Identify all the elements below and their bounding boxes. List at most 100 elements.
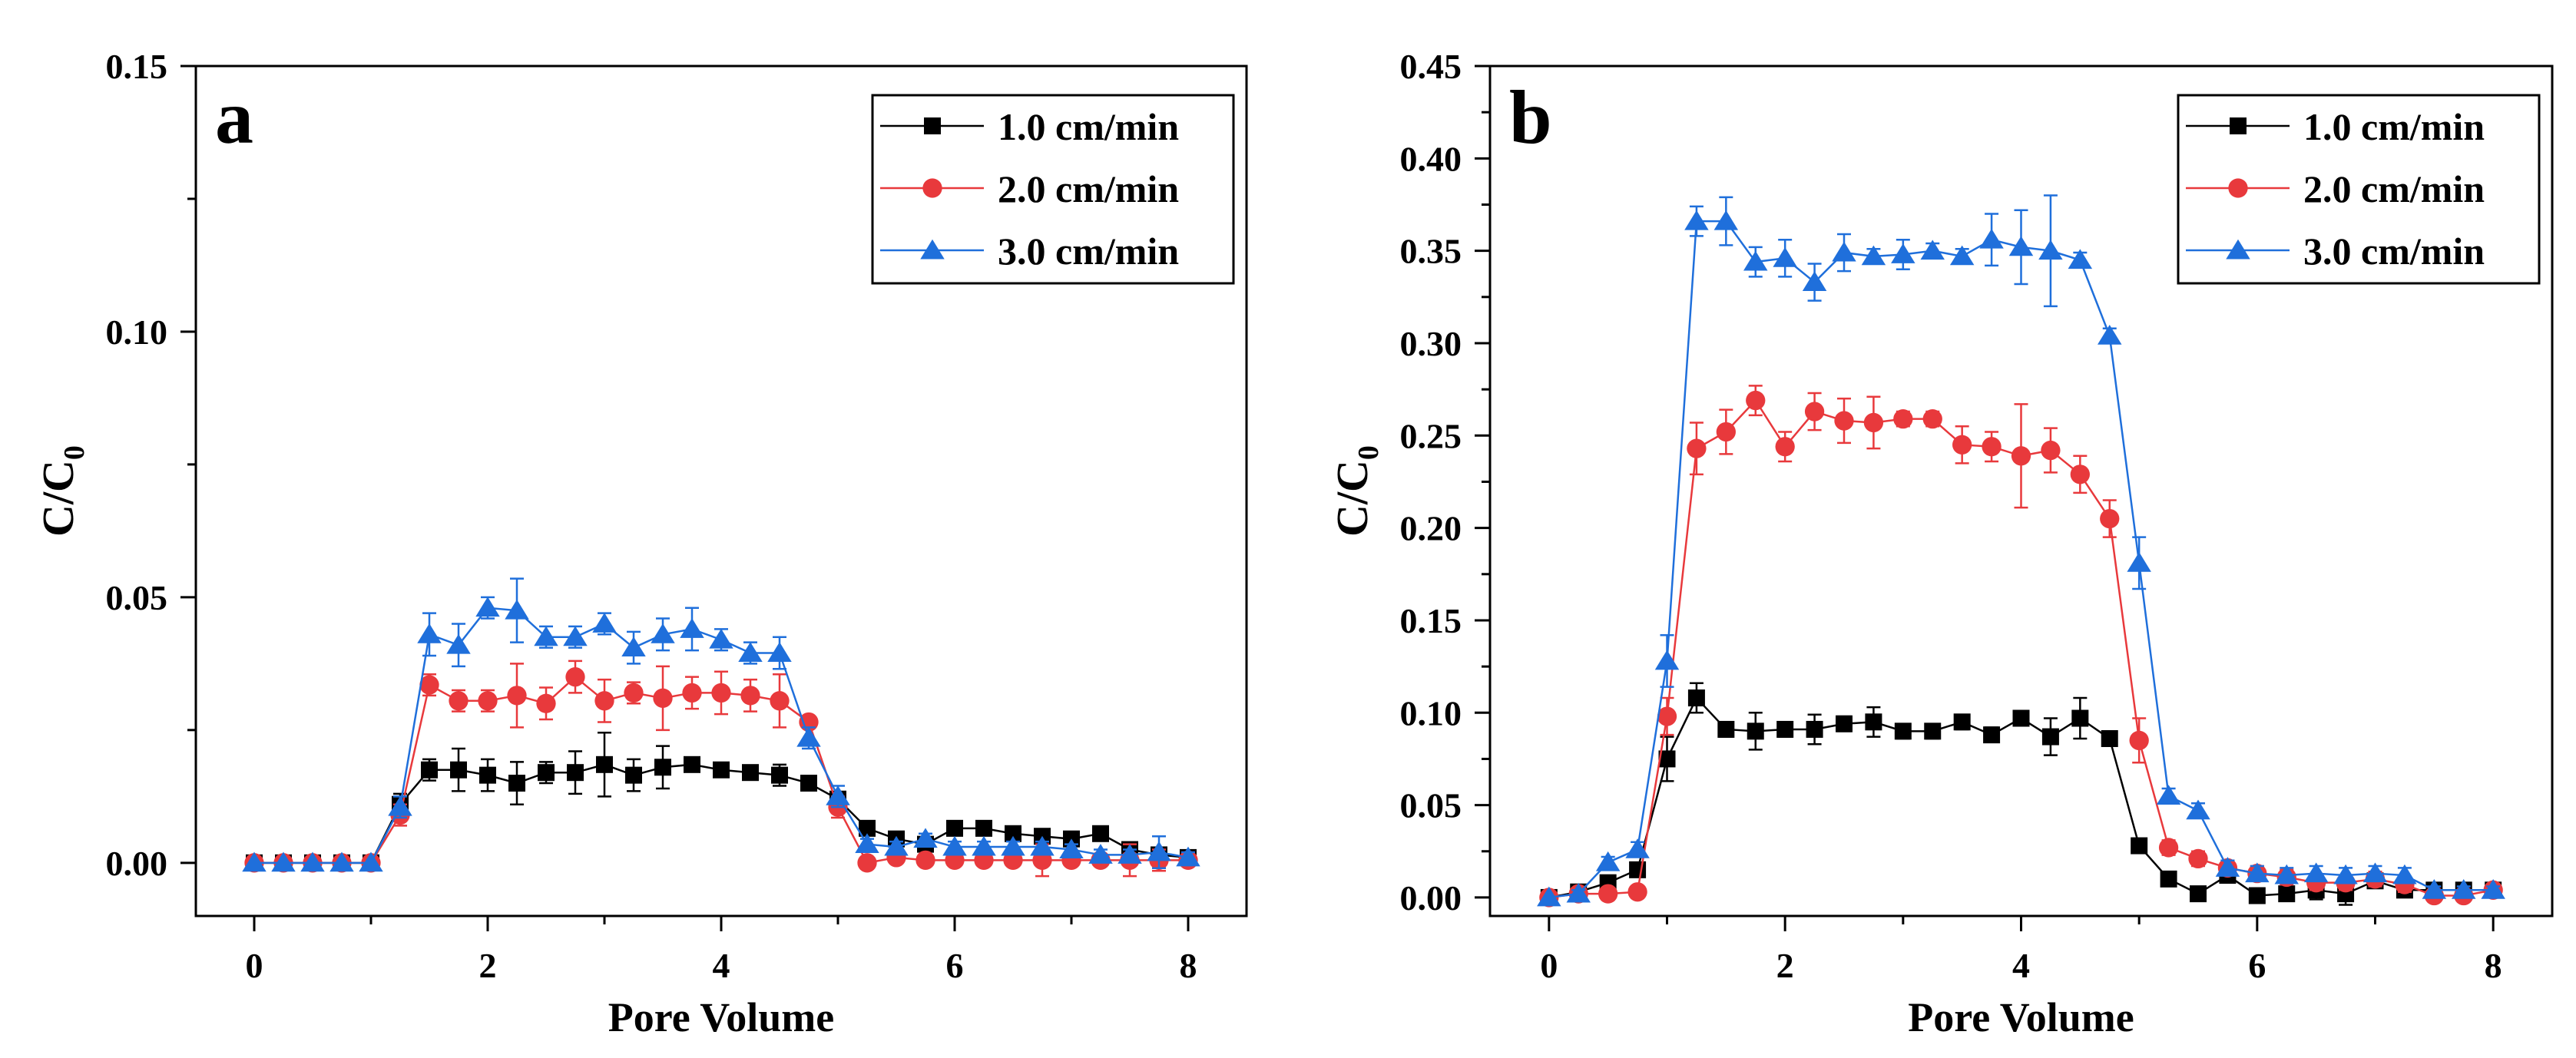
data-point <box>742 764 759 782</box>
legend-marker <box>2226 239 2250 260</box>
x-tick-label: 4 <box>2012 946 2030 985</box>
data-point <box>446 633 471 654</box>
data-point <box>271 851 296 872</box>
panel-label: b <box>1509 74 1552 160</box>
data-point <box>972 835 996 856</box>
data-point <box>2098 325 2122 345</box>
data-point <box>946 819 963 837</box>
data-point <box>1924 722 1942 740</box>
data-point <box>621 636 646 657</box>
legend-marker <box>924 117 941 134</box>
data-point <box>859 819 876 837</box>
y-axis-title: C/C0 <box>33 445 91 537</box>
y-tick-label: 0.00 <box>106 844 168 883</box>
data-point <box>1891 243 1915 263</box>
data-point <box>596 755 613 773</box>
data-point <box>651 623 675 643</box>
legend-item: 2.0 cm/min <box>2186 167 2485 210</box>
data-point <box>1920 240 1945 260</box>
data-point <box>2041 440 2061 461</box>
data-point <box>421 761 438 779</box>
data-point <box>2038 240 2063 260</box>
data-point <box>796 726 821 747</box>
data-point <box>2303 862 2329 883</box>
data-point <box>2215 857 2240 877</box>
legend-label: 1.0 cm/min <box>998 105 1179 148</box>
series-3 <box>242 577 1200 872</box>
data-point <box>2274 864 2299 884</box>
data-point <box>300 851 325 872</box>
y-axis-title-subscript: 0 <box>58 445 91 460</box>
data-point <box>478 691 498 711</box>
legend-item: 1.0 cm/min <box>880 105 1179 148</box>
data-point <box>1982 437 2002 457</box>
data-point <box>1743 250 1768 271</box>
data-point <box>1658 750 1676 768</box>
data-point <box>1776 720 1794 738</box>
data-point <box>2186 799 2210 820</box>
data-point <box>1717 720 1735 738</box>
panel-label: a <box>215 74 253 160</box>
legend: 1.0 cm/min 2.0 cm/min 3.0 cm/min <box>2177 94 2541 285</box>
data-point <box>1746 390 1766 411</box>
legend: 1.0 cm/min 2.0 cm/min 3.0 cm/min <box>871 94 1235 285</box>
legend-item: 3.0 cm/min <box>2186 230 2485 273</box>
data-point <box>884 835 909 856</box>
data-point <box>538 764 555 782</box>
data-point <box>2100 508 2120 529</box>
legend-marker <box>920 239 945 260</box>
data-point <box>1834 411 1854 431</box>
y-tick-label: 0.15 <box>106 47 168 86</box>
legend-item: 3.0 cm/min <box>880 230 1179 273</box>
data-point <box>1922 408 1942 429</box>
y-tick-label: 0.05 <box>1400 786 1462 825</box>
data-point <box>2008 236 2034 256</box>
legend-label: 3.0 cm/min <box>2303 230 2485 273</box>
data-point <box>1716 422 1736 442</box>
series-1 <box>246 732 1197 871</box>
data-point <box>975 819 992 837</box>
legend-marker <box>922 178 942 198</box>
data-point <box>1687 689 1705 707</box>
data-point <box>625 766 642 784</box>
data-point <box>1952 435 1972 455</box>
data-point <box>475 597 500 617</box>
data-point <box>2245 862 2270 883</box>
y-tick-label: 0.20 <box>1400 509 1462 548</box>
data-point <box>1001 835 1025 856</box>
data-point <box>242 851 267 872</box>
data-point <box>680 618 704 638</box>
data-point <box>771 766 788 784</box>
data-point <box>916 850 935 871</box>
y-tick-label: 0.45 <box>1400 47 1462 86</box>
y-tick-label: 0.25 <box>1400 416 1462 455</box>
x-tick-label: 6 <box>946 946 964 985</box>
data-point <box>567 764 584 782</box>
y-axis-title-main: C/C <box>1327 460 1377 537</box>
data-point <box>1629 861 1647 878</box>
y-tick-label: 0.10 <box>1400 693 1462 732</box>
data-point <box>2362 862 2388 883</box>
series-2 <box>1539 385 2503 908</box>
data-point <box>709 628 733 649</box>
data-point <box>2158 838 2179 858</box>
y-tick-label: 0.35 <box>1400 232 1462 271</box>
data-point <box>1005 825 1021 842</box>
data-point <box>2160 870 2177 888</box>
data-point <box>1176 846 1200 867</box>
data-point <box>800 775 817 792</box>
y-tick-label: 0.05 <box>106 578 168 617</box>
data-point <box>942 835 967 856</box>
data-point <box>2070 465 2090 484</box>
data-point <box>1863 412 1884 433</box>
data-point <box>855 833 879 854</box>
data-point <box>565 667 585 687</box>
data-point <box>1949 245 1975 266</box>
data-point <box>2068 249 2093 269</box>
data-point <box>2392 864 2417 884</box>
data-point <box>449 691 469 711</box>
data-point <box>1893 408 1913 429</box>
data-point <box>913 828 938 848</box>
data-point <box>508 775 525 792</box>
